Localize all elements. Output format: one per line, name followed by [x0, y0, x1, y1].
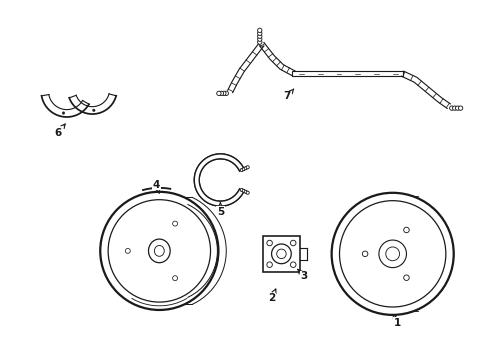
PathPatch shape	[41, 95, 89, 117]
Circle shape	[244, 167, 247, 170]
Circle shape	[451, 106, 456, 110]
PathPatch shape	[227, 42, 264, 93]
Circle shape	[240, 188, 243, 192]
Circle shape	[92, 109, 95, 112]
Text: 1: 1	[392, 315, 401, 328]
Circle shape	[458, 106, 462, 110]
Text: 2: 2	[267, 289, 275, 303]
Circle shape	[257, 31, 262, 36]
Circle shape	[216, 91, 221, 95]
Circle shape	[257, 37, 262, 41]
Text: 4: 4	[152, 180, 160, 193]
Circle shape	[245, 191, 249, 194]
Circle shape	[242, 189, 245, 193]
Circle shape	[224, 91, 228, 95]
Circle shape	[448, 106, 453, 110]
Circle shape	[244, 190, 247, 193]
Circle shape	[240, 168, 243, 172]
Circle shape	[257, 40, 262, 44]
Text: 5: 5	[216, 203, 224, 216]
Circle shape	[257, 28, 262, 32]
Circle shape	[257, 34, 262, 39]
Bar	[292, 71, 402, 76]
PathPatch shape	[259, 42, 295, 76]
PathPatch shape	[194, 154, 244, 206]
PathPatch shape	[401, 71, 449, 108]
Circle shape	[221, 91, 225, 95]
Circle shape	[454, 106, 459, 110]
PathPatch shape	[69, 94, 116, 114]
Text: 7: 7	[283, 89, 293, 101]
Text: 3: 3	[297, 269, 307, 282]
Circle shape	[62, 112, 65, 114]
Circle shape	[245, 166, 249, 169]
Text: 6: 6	[54, 124, 65, 138]
Circle shape	[242, 167, 245, 171]
Circle shape	[219, 91, 223, 95]
